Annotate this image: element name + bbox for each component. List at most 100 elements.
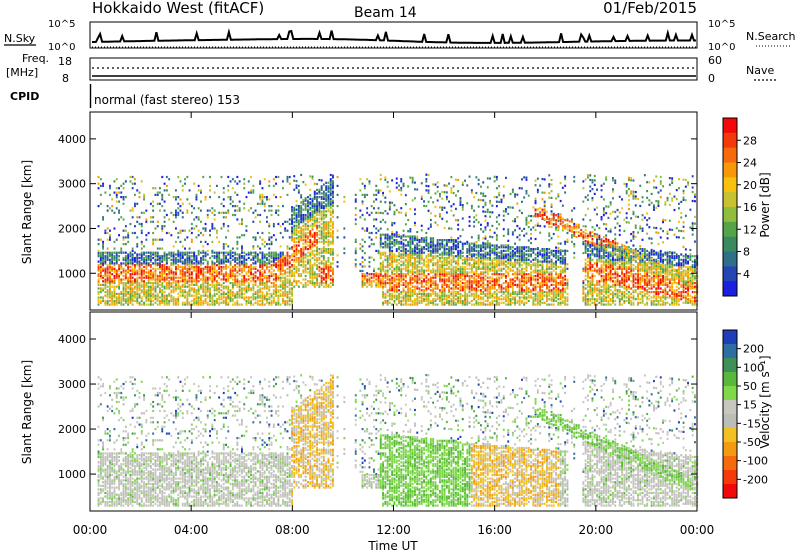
scatter-cell [386,265,389,269]
scatter-cell [295,271,298,274]
scatter-cell [475,280,478,283]
scatter-cell [391,256,394,260]
scatter-cell [400,211,403,214]
scatter-cell [318,212,321,215]
scatter-cell [220,258,223,261]
scatter-cell [484,210,487,213]
scatter-cell [252,211,255,214]
scatter-cell [468,256,471,260]
scatter-cell [186,292,189,295]
scatter-cell [227,229,230,232]
scatter-cell [332,174,334,177]
scatter-cell [486,246,489,249]
scatter-cell [416,188,419,191]
scatter-cell [439,244,441,247]
scatter-cell [393,273,396,276]
scatter-cell [268,205,271,208]
scatter-cell [245,296,248,299]
scatter-cell [309,208,312,211]
scatter-cell [498,291,501,294]
scatter-cell [168,231,171,235]
scatter-cell [149,274,152,278]
scatter-cell [143,196,145,199]
scatter-cell [436,303,439,306]
scatter-cell [99,291,102,294]
scatter-cell [302,256,305,260]
scatter-cell [286,296,289,299]
scatter-cell [384,221,387,224]
scatter-cell [147,276,150,279]
scatter-cell [402,278,405,281]
scatter-cell [170,262,173,265]
scatter-cell [263,271,266,274]
scatter-cell [97,283,100,286]
scatter-cell [161,296,164,299]
scatter-cell [127,265,130,269]
scatter-cell [200,267,202,270]
scatter-cell [436,285,439,288]
scatter-cell [197,253,200,256]
scatter-cell [370,238,373,241]
scatter-cell [427,173,430,177]
scatter-cell [238,260,241,263]
scatter-cell [498,303,501,306]
scatter-cell [452,251,455,254]
scatter-cell [313,210,316,213]
scatter-cell [418,262,421,265]
scatter-cell [400,186,403,190]
scatter-cell [468,274,471,278]
scatter-cell [206,216,209,219]
scatter-cell [163,189,166,192]
scatter-cell [134,282,136,285]
scatter-cell [234,213,237,217]
scatter-cell [124,229,127,232]
scatter-cell [445,285,448,288]
scatter-cell [293,285,296,288]
scatter-cell [309,219,312,222]
scatter-cell [425,287,428,290]
scatter-cell [284,289,287,292]
scatter-cell [266,258,268,261]
scatter-cell [457,249,460,252]
scatter-cell [97,280,100,283]
scatter-cell [441,271,444,274]
scatter-cell [275,255,277,258]
scatter-cell [250,207,252,210]
scatter-cell [464,242,466,245]
scatter-cell [477,274,480,278]
scatter-cell [416,287,419,290]
scatter-cell [209,196,211,199]
scatter-cell [300,264,303,267]
scatter-cell [97,299,100,303]
scatter-cell [486,242,489,245]
scatter-cell [293,280,296,283]
scatter-cell [149,260,152,263]
scatter-cell [309,206,312,209]
scatter-cell [407,285,410,288]
scatter-cell [297,215,300,218]
scatter-cell [113,264,116,267]
scatter-cell [195,196,198,199]
scatter-cell [445,280,448,283]
scatter-cell [477,244,480,247]
scatter-cell [211,260,214,263]
scatter-cell [400,267,403,270]
scatter-cell [147,256,150,260]
scatter-cell [320,213,323,217]
scatter-cell [482,273,485,276]
scatter-cell [118,296,120,299]
scatter-cell [495,301,498,304]
scatter-cell [500,298,503,301]
scatter-cell [391,280,394,283]
scatter-cell [429,251,432,254]
scatter-cell [361,238,364,241]
scatter-cell [320,260,323,263]
scatter-cell [468,175,471,178]
scatter-cell [172,251,175,254]
scatter-cell [300,258,303,261]
scatter-cell [322,240,325,243]
scatter-cell [414,235,416,238]
scatter-cell [354,265,357,268]
scatter-cell [473,287,476,290]
scatter-cell [120,303,123,306]
